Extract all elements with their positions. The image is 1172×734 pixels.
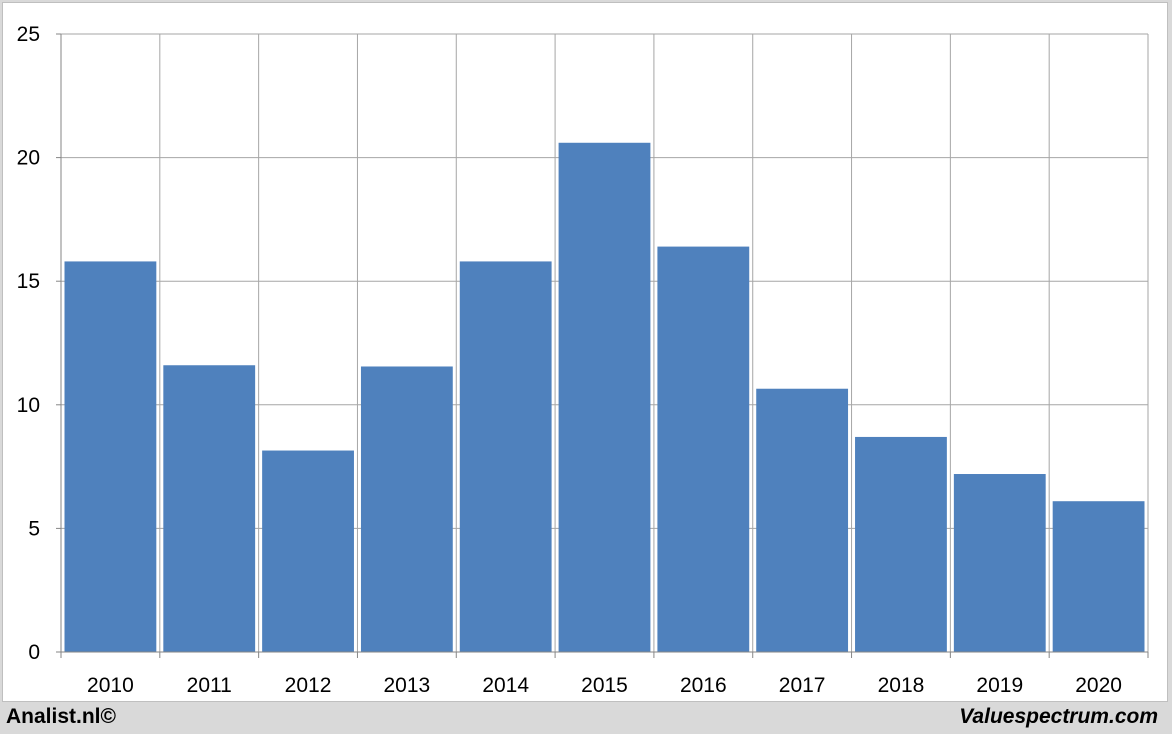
y-tick-label: 20 xyxy=(17,147,40,170)
footer-source-label: Analist.nl© xyxy=(6,705,116,728)
bar-2012 xyxy=(262,450,354,652)
x-tick-label: 2020 xyxy=(1075,674,1122,697)
y-tick-label: 0 xyxy=(28,641,40,664)
bar-2017 xyxy=(756,388,849,652)
bar-2015 xyxy=(558,142,651,652)
x-tick-label: 2014 xyxy=(482,674,529,697)
bar-2020 xyxy=(1052,501,1145,652)
x-tick-label: 2012 xyxy=(285,674,332,697)
x-tick-label: 2010 xyxy=(87,674,134,697)
bar-series xyxy=(64,142,1145,653)
bar-2013 xyxy=(360,366,453,652)
y-tick-label: 25 xyxy=(17,23,40,46)
y-tick-label: 15 xyxy=(17,270,40,293)
footer-brand-label: Valuespectrum.com xyxy=(959,705,1158,728)
bar-2016 xyxy=(657,246,750,653)
y-tick-label: 10 xyxy=(17,394,40,417)
bar-2018 xyxy=(855,436,947,652)
x-tick-label: 2019 xyxy=(976,674,1023,697)
tick-labels: 0 5 10 15 20 25 2010 2011 2012 2013 2014 2015 2016 20… xyxy=(17,23,1122,697)
x-tick-label: 2013 xyxy=(384,674,431,697)
x-tick-label: 2011 xyxy=(187,674,232,697)
x-tick-label: 2015 xyxy=(581,674,628,697)
bar-2011 xyxy=(163,365,256,652)
axes xyxy=(56,33,1149,658)
x-tick-label: 2018 xyxy=(878,674,925,697)
x-tick-label: 2016 xyxy=(680,674,727,697)
y-tick-label: 5 xyxy=(28,517,40,540)
bar-2019 xyxy=(953,474,1046,652)
bar-2014 xyxy=(459,261,552,652)
bar-2010 xyxy=(64,261,157,652)
x-tick-label: 2017 xyxy=(779,674,826,697)
